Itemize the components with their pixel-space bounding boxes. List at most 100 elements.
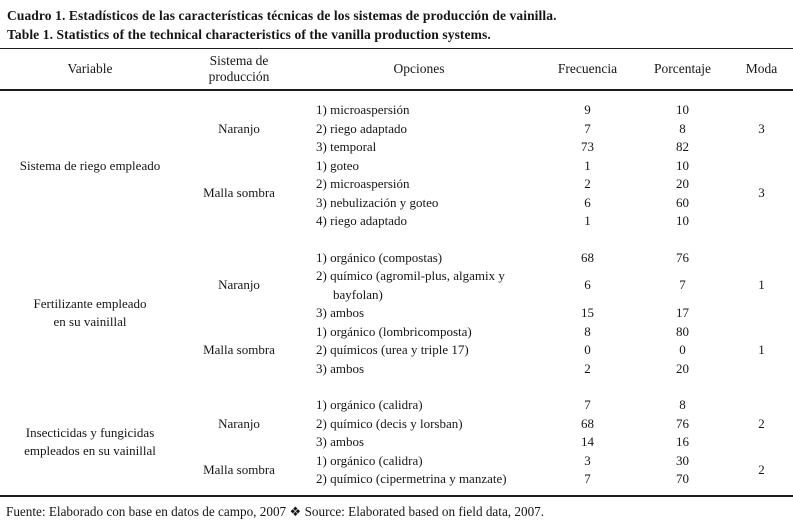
frequency-value: 68 [581, 249, 594, 265]
frequency-value: 68 [581, 415, 594, 431]
frequency-value: 73 [581, 139, 594, 154]
system-label: Naranjo [218, 120, 260, 136]
option-label: 1) orgánico (lombricomposta) [316, 323, 472, 339]
percentage-value: 60 [676, 194, 689, 210]
frequency-value: 7 [584, 120, 591, 136]
column-header-moda: Moda [745, 61, 778, 76]
frequency-value: 15 [581, 305, 594, 320]
system-label: Malla sombra [203, 342, 275, 357]
variable-label: empleados en su vainillal [24, 443, 156, 459]
table-body: Sistema de riego empleado Naranjo 1) micro… [0, 91, 793, 489]
option-label: 3) nebulización y goteo [316, 194, 439, 210]
variable-cell: Insecticidas y fungicidas empleados en su… [0, 396, 180, 489]
percentage-value: 76 [676, 249, 689, 265]
percentage-value: 76 [676, 415, 689, 431]
production-system-group: Malla sombra 1) orgánico (calidra) 3 30 2) q… [180, 452, 793, 489]
percentage-value: 10 [676, 102, 689, 117]
column-header-porcentaje: Porcentaje [654, 61, 711, 76]
frequency-value: 7 [584, 397, 591, 412]
column-header-frecuencia: Frecuencia [557, 61, 618, 76]
percentage-value: 16 [676, 434, 689, 449]
percentage-value: 20 [676, 176, 689, 191]
table-title-english: Table 1. Statistics of the technical cha… [7, 27, 491, 42]
percentage-value: 8 [679, 120, 686, 136]
option-label: 3) ambos [316, 305, 365, 320]
percentage-value: 70 [676, 471, 689, 486]
moda-value: 3 [758, 120, 765, 136]
percentage-value: 20 [676, 360, 689, 376]
variable-label: en su vainillal [53, 314, 127, 330]
variable-cell: Sistema de riego empleado [0, 101, 180, 231]
frequency-value: 8 [584, 323, 591, 339]
variable-label: Insecticidas y fungicidas [25, 424, 155, 440]
percentage-value: 10 [676, 157, 689, 173]
frequency-value: 7 [584, 471, 591, 486]
system-label: Naranjo [218, 415, 260, 431]
option-label: 4) riego adaptado [316, 213, 407, 228]
moda-value: 3 [758, 185, 765, 201]
variable-cell: Fertilizante empleado en su vainillal [0, 249, 180, 379]
production-system-group: Naranjo 1) orgánico (compostas) 68 76 2) quí… [180, 249, 793, 323]
frequency-value: 14 [581, 434, 594, 449]
moda-value: 1 [758, 277, 765, 293]
option-label: 2) químico (decis y lorsban) [316, 415, 463, 431]
production-system-group: Naranjo 1) orgánico (calidra) 7 8 2) químico… [180, 396, 793, 452]
system-label: Malla sombra [203, 185, 275, 201]
section-groups: Naranjo 1) orgánico (compostas) 68 76 2) quí… [180, 249, 793, 379]
footer-rule [0, 494, 793, 497]
variable-label: Sistema de riego empleado [19, 157, 161, 173]
frequency-value: 6 [584, 277, 591, 293]
option-label: 1) orgánico (calidra) [316, 452, 423, 468]
option-label: 3) ambos [316, 360, 365, 376]
percentage-value: 8 [679, 397, 686, 412]
source-note: Fuente: Elaborado con base en datos de c… [6, 503, 545, 519]
option-label: 2) químico (agromil-plus, algamix y bayf… [316, 268, 505, 302]
header-rule [0, 89, 793, 91]
variable-label: Fertilizante empleado [33, 295, 147, 311]
column-header-opciones: Opciones [393, 61, 445, 76]
column-header-sistema: Sistema de producción [208, 53, 270, 84]
frequency-value: 1 [584, 213, 591, 228]
option-label: 2) riego adaptado [316, 120, 407, 136]
option-label: 2) microaspersión [316, 176, 410, 191]
production-system-group: Malla sombra 1) orgánico (lombricomposta)… [180, 323, 793, 379]
option-label: 2) químico (cipermetrina y manzate) [316, 471, 507, 486]
moda-value: 1 [758, 342, 765, 357]
percentage-value: 82 [676, 139, 689, 154]
column-header-variable: Variable [67, 61, 113, 76]
system-label: Malla sombra [203, 461, 275, 477]
option-label: 3) temporal [316, 139, 377, 154]
frequency-value: 0 [584, 342, 591, 357]
section-groups: Naranjo 1) microaspersión 9 10 2) riego adap… [180, 101, 793, 231]
table-header-row: Variable Sistema de producción Opciones … [0, 49, 793, 89]
option-label: 1) orgánico (compostas) [316, 249, 443, 265]
frequency-value: 2 [584, 360, 591, 376]
option-label: 1) goteo [316, 157, 359, 173]
top-rule [0, 48, 793, 49]
frequency-value: 3 [584, 452, 591, 468]
option-label: 2) químicos (urea y triple 17) [316, 342, 469, 357]
percentage-value: 0 [679, 342, 686, 357]
table-caption: Cuadro 1. Estadísticos de las caracterís… [0, 0, 793, 44]
frequency-value: 2 [584, 176, 591, 191]
frequency-value: 9 [584, 102, 591, 117]
percentage-value: 30 [676, 452, 689, 468]
moda-value: 2 [758, 415, 765, 431]
moda-value: 2 [758, 461, 765, 477]
system-label: Naranjo [218, 277, 260, 293]
section-groups: Naranjo 1) orgánico (calidra) 7 8 2) químico… [180, 396, 793, 489]
frequency-value: 1 [584, 157, 591, 173]
percentage-value: 7 [679, 277, 686, 293]
percentage-value: 80 [676, 323, 689, 339]
table-section: Fertilizante empleado en su vainillal Nara… [0, 249, 793, 379]
production-system-group: Naranjo 1) microaspersión 9 10 2) riego adap… [180, 101, 793, 157]
table-title-spanish: Cuadro 1. Estadísticos de las caracterís… [7, 8, 557, 23]
production-system-group: Malla sombra 1) goteo 1 10 2) microaspersión… [180, 157, 793, 231]
table-section: Sistema de riego empleado Naranjo 1) micro… [0, 101, 793, 231]
option-label: 1) orgánico (calidra) [316, 397, 423, 412]
option-label: 1) microaspersión [316, 102, 410, 117]
percentage-value: 17 [676, 305, 689, 320]
frequency-value: 6 [584, 194, 591, 210]
table-section: Insecticidas y fungicidas empleados en su… [0, 396, 793, 489]
